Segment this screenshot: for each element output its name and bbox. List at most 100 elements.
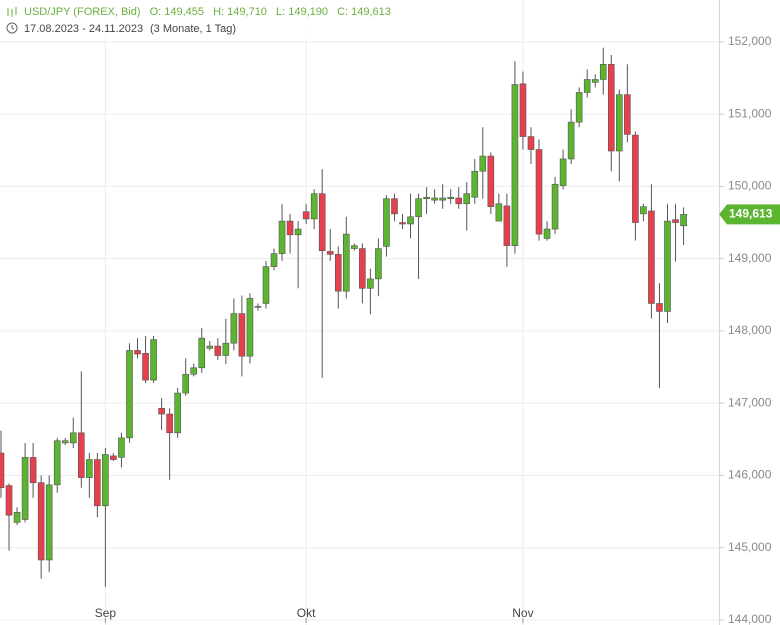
last-price-label: 149,613 (729, 207, 773, 221)
candle-body (471, 170, 479, 198)
clock-icon (6, 22, 18, 34)
close-label: C: 149,613 (337, 6, 391, 18)
x-tick-label: Nov (512, 606, 533, 620)
candle-body (399, 222, 406, 225)
candle-body (591, 79, 599, 83)
candle-body (431, 197, 438, 201)
candle-body (78, 432, 85, 478)
candle-body (86, 459, 93, 478)
header-line: USD/JPY (FOREX, Bid) O: 149,455 H: 149,7… (24, 6, 391, 18)
candle-body (69, 432, 77, 444)
candle-body (367, 278, 374, 289)
candle-body (495, 203, 503, 222)
candle-body (166, 413, 173, 434)
candle-body (447, 196, 454, 199)
candle-body (375, 248, 382, 280)
chart-icon (7, 7, 17, 17)
candle-body (535, 149, 543, 235)
date-range: 17.08.2023 - 24.11.2023 (24, 23, 143, 35)
y-tick-label: 151,000 (728, 106, 772, 120)
candle-body (102, 454, 109, 507)
candle-body (142, 353, 149, 381)
candle-body (503, 205, 511, 246)
candle-body (487, 155, 495, 207)
candle-body (13, 511, 21, 523)
candle-body (118, 437, 125, 458)
candle-body (624, 94, 631, 135)
last-price-tag (719, 204, 780, 225)
x-tick-label: Sep (95, 606, 117, 620)
candle-body (551, 183, 559, 230)
y-tick-label: 147,000 (728, 395, 772, 409)
candle-body (45, 484, 53, 561)
candle-body (310, 193, 318, 220)
y-tick-label: 150,000 (728, 179, 772, 193)
plot-area (0, 0, 719, 625)
candle-body (640, 206, 647, 215)
candle-body (230, 313, 238, 344)
candle-body (222, 342, 230, 356)
candle-body (110, 455, 117, 460)
candle-body (575, 92, 583, 123)
y-tick-label: 149,000 (728, 251, 772, 265)
candle-body (134, 350, 141, 355)
candle-body (455, 197, 463, 205)
high-label: H: 149,710 (213, 6, 267, 18)
low-label: L: 149,190 (276, 6, 328, 18)
candle-body (126, 350, 133, 439)
header-bg (0, 0, 400, 38)
candle-body (5, 485, 13, 516)
candle-body (198, 337, 206, 369)
candle-body (326, 251, 334, 255)
y-tick-label: 146,000 (728, 468, 772, 482)
candle-body (463, 193, 471, 205)
candle-body (680, 214, 687, 227)
candle-body (262, 266, 270, 304)
candle-body (616, 94, 623, 152)
open-label: O: 149,455 (150, 6, 204, 18)
candle-body (182, 373, 189, 394)
y-tick-label: 148,000 (728, 323, 772, 337)
y-tick-label: 145,000 (728, 540, 772, 554)
candle-body (61, 440, 69, 444)
symbol: USD/JPY (FOREX, Bid) (24, 6, 141, 18)
candle-body (190, 367, 198, 375)
candle-body (439, 197, 446, 201)
candle-body (607, 64, 615, 152)
candle-body (423, 196, 430, 199)
y-tick-label: 152,000 (728, 34, 772, 48)
candle-body (648, 210, 655, 304)
candle-body (632, 134, 639, 223)
candle-body (511, 84, 519, 246)
candle-body (286, 220, 294, 236)
candle-body (415, 198, 422, 218)
candle-body (174, 392, 181, 434)
candle-body (342, 233, 350, 292)
candle-body (158, 407, 165, 415)
candle-body (214, 345, 222, 356)
candle-body (246, 298, 254, 357)
candle-body (672, 219, 679, 223)
candle-body (383, 198, 390, 247)
candle-body (656, 303, 663, 312)
candle-body (479, 155, 487, 172)
candle-body (94, 459, 101, 507)
candle-body (37, 482, 45, 561)
candle-body (583, 79, 591, 93)
candle-body (359, 248, 366, 289)
candle-body (599, 64, 607, 80)
candle-body (407, 216, 414, 225)
candle-body (391, 198, 398, 215)
period: (3 Monate, 1 Tag) (150, 23, 236, 35)
candle-body (294, 228, 302, 236)
candle-body (53, 440, 61, 486)
candle-body (334, 254, 342, 292)
candle-body (270, 253, 278, 267)
candle-body (29, 457, 37, 483)
candle-body (21, 457, 29, 520)
candle-body (206, 345, 214, 349)
candle-body (519, 83, 527, 137)
candle-body (559, 158, 567, 186)
y-tick-label: 144,000 (728, 612, 772, 625)
